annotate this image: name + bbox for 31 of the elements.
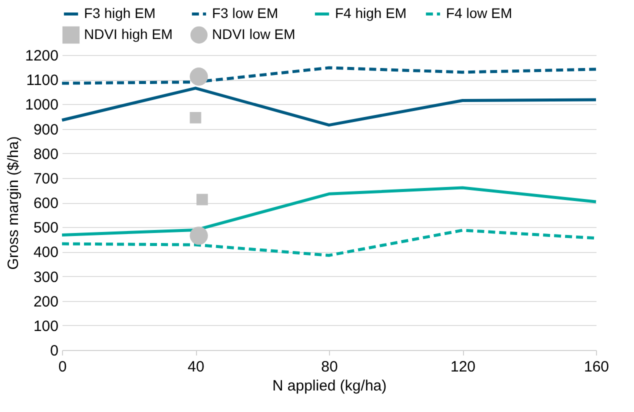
y-tick-label: 300: [33, 268, 58, 286]
legend-label: F3 high EM: [84, 5, 156, 21]
y-tick-label: 1100: [26, 72, 58, 90]
legend-label: F4 low EM: [446, 5, 512, 21]
x-tick-label: 160: [584, 358, 610, 376]
legend-label: NDVI high EM: [84, 26, 173, 42]
y-tick-label: 500: [33, 220, 58, 237]
y-tick-label: 200: [33, 293, 58, 310]
y-tick-label: 1200: [25, 48, 58, 64]
y-tick-label: 400: [33, 244, 58, 262]
point: [190, 112, 202, 124]
legend-label: F3 low EM: [212, 5, 278, 21]
line-series: [60, 86, 598, 127]
y-tick-label: 900: [33, 121, 58, 138]
y-tick-label: 100: [33, 318, 58, 335]
point: [190, 68, 208, 86]
x-axis-title: N applied (kg/ha): [272, 378, 387, 394]
y-tick-label: 800: [33, 146, 58, 163]
x-tick-label: 80: [321, 358, 338, 376]
y-axis-title: Gross margin ($/ha): [5, 136, 22, 270]
point: [196, 194, 208, 206]
y-tick-label: 700: [33, 170, 58, 188]
point: [190, 226, 208, 245]
line-series: [60, 66, 598, 85]
x-tick-label: 40: [188, 358, 204, 376]
y-tick-label: 0: [50, 342, 58, 360]
legend-label: NDVI low EM: [212, 26, 296, 42]
legend-label: F4 high EM: [335, 5, 407, 21]
x-tick-label: 120: [450, 358, 476, 376]
y-tick-label: 1000: [25, 96, 58, 114]
y-tick-label: 600: [33, 195, 58, 212]
